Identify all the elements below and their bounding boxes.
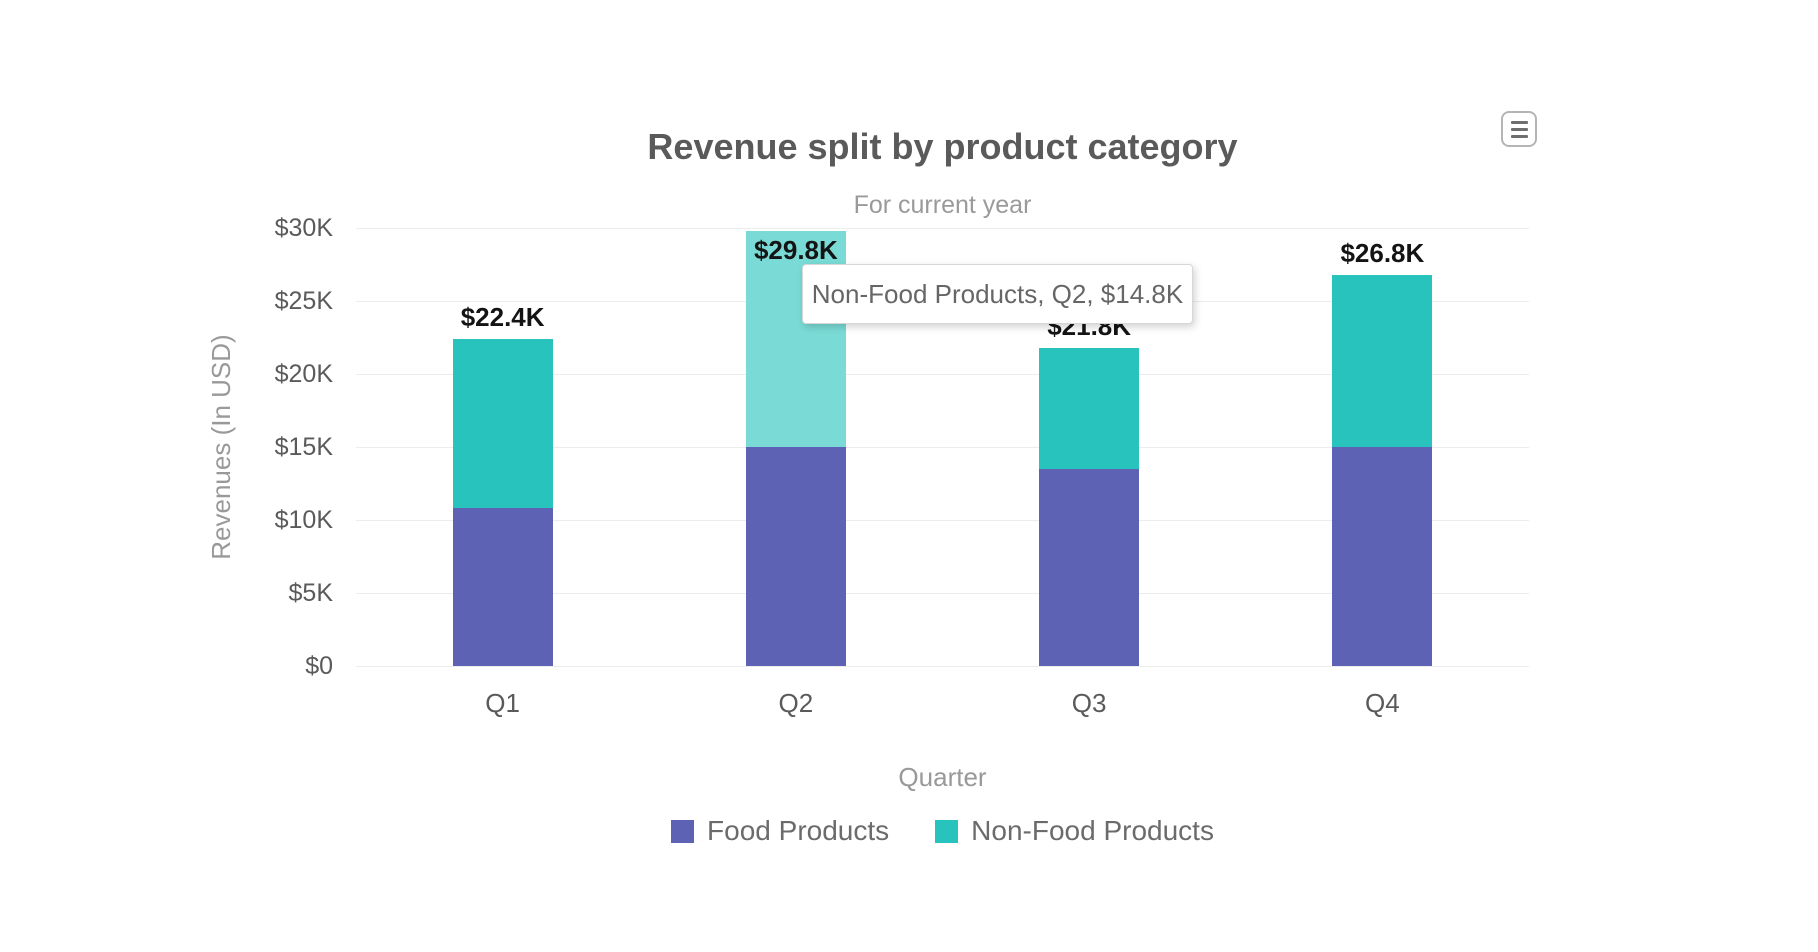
bar-segment-non-food-products-q4[interactable] [1332, 274, 1433, 447]
bar-segment-food-products-q3[interactable] [1039, 468, 1140, 666]
bar-segment-food-products-q1[interactable] [452, 508, 553, 666]
bar-segment-non-food-products-q3[interactable] [1039, 347, 1140, 469]
legend-label: Food Products [707, 815, 890, 846]
gridline [356, 228, 1529, 229]
gridline [356, 374, 1529, 375]
bar-total-label: $26.8K [1340, 237, 1425, 268]
x-tick-label: Q1 [485, 688, 520, 718]
x-tick-label: Q2 [778, 688, 814, 718]
y-tick-label: $5K [288, 579, 333, 607]
tooltip-text: Non-Food Products, Q2, $14.8K [811, 278, 1184, 309]
x-tick-label: Q3 [1071, 688, 1107, 718]
chart-title: Revenue split by product category [647, 126, 1238, 167]
y-tick-label: $20K [274, 360, 333, 388]
legend-swatch-icon [935, 819, 959, 843]
chart-subtitle: For current year [853, 191, 1032, 219]
bar-total-label: $22.4K [460, 301, 545, 332]
legend: Food Products Non-Food Products [356, 815, 1529, 847]
y-tick-label: $15K [274, 433, 333, 461]
bar-segment-food-products-q4[interactable] [1332, 447, 1433, 666]
hamburger-menu-icon [1510, 120, 1528, 124]
y-tick-label: $25K [274, 287, 333, 315]
hamburger-menu-button[interactable] [1501, 111, 1537, 147]
y-tick-label: $10K [274, 506, 333, 534]
bar-segment-food-products-q2[interactable] [745, 447, 846, 666]
legend-item-non-food-products[interactable]: Non-Food Products [935, 815, 1214, 847]
gridline [356, 447, 1529, 448]
y-tick-label: $0 [305, 652, 333, 680]
gridline [356, 666, 1529, 667]
x-tick-label: Q4 [1365, 688, 1400, 718]
bar-total-label: $29.8K [753, 234, 838, 265]
gridline [356, 593, 1529, 594]
legend-item-food-products[interactable]: Food Products [671, 815, 889, 847]
y-tick-label: $30K [274, 214, 333, 242]
bar-segment-non-food-products-q1[interactable] [452, 338, 553, 509]
legend-label: Non-Food Products [971, 815, 1214, 846]
gridline [356, 520, 1529, 521]
legend-swatch-icon [671, 819, 695, 843]
tooltip: Non-Food Products, Q2, $14.8K [802, 264, 1193, 324]
x-axis-title: Quarter [898, 762, 987, 792]
